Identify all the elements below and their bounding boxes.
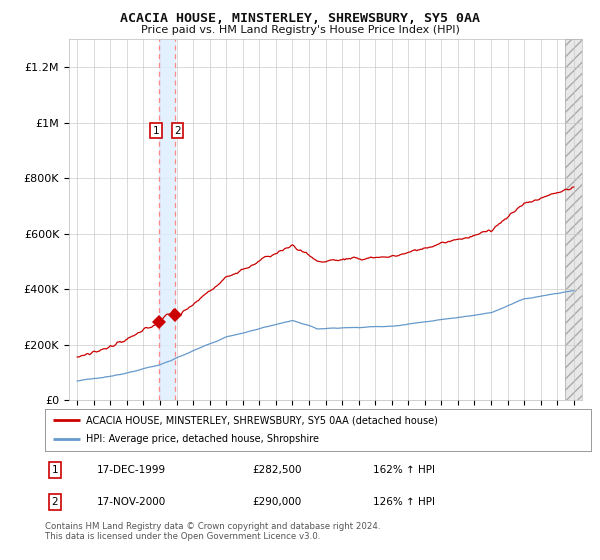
Text: £282,500: £282,500: [253, 465, 302, 475]
Text: Price paid vs. HM Land Registry's House Price Index (HPI): Price paid vs. HM Land Registry's House …: [140, 25, 460, 35]
Text: £290,000: £290,000: [253, 497, 302, 507]
Text: ACACIA HOUSE, MINSTERLEY, SHREWSBURY, SY5 0AA: ACACIA HOUSE, MINSTERLEY, SHREWSBURY, SY…: [120, 12, 480, 25]
Text: Contains HM Land Registry data © Crown copyright and database right 2024.
This d: Contains HM Land Registry data © Crown c…: [45, 522, 380, 542]
Text: 1: 1: [153, 126, 160, 136]
Text: ACACIA HOUSE, MINSTERLEY, SHREWSBURY, SY5 0AA (detached house): ACACIA HOUSE, MINSTERLEY, SHREWSBURY, SY…: [86, 415, 438, 425]
Text: HPI: Average price, detached house, Shropshire: HPI: Average price, detached house, Shro…: [86, 435, 319, 445]
Text: 2: 2: [174, 126, 181, 136]
Text: 17-NOV-2000: 17-NOV-2000: [97, 497, 166, 507]
Text: 2: 2: [52, 497, 58, 507]
Bar: [565, 39, 586, 400]
Text: 162% ↑ HPI: 162% ↑ HPI: [373, 465, 434, 475]
Text: 1: 1: [52, 465, 58, 475]
Bar: [565, 39, 586, 400]
Text: 17-DEC-1999: 17-DEC-1999: [97, 465, 166, 475]
Bar: [160, 39, 175, 400]
Text: 126% ↑ HPI: 126% ↑ HPI: [373, 497, 434, 507]
